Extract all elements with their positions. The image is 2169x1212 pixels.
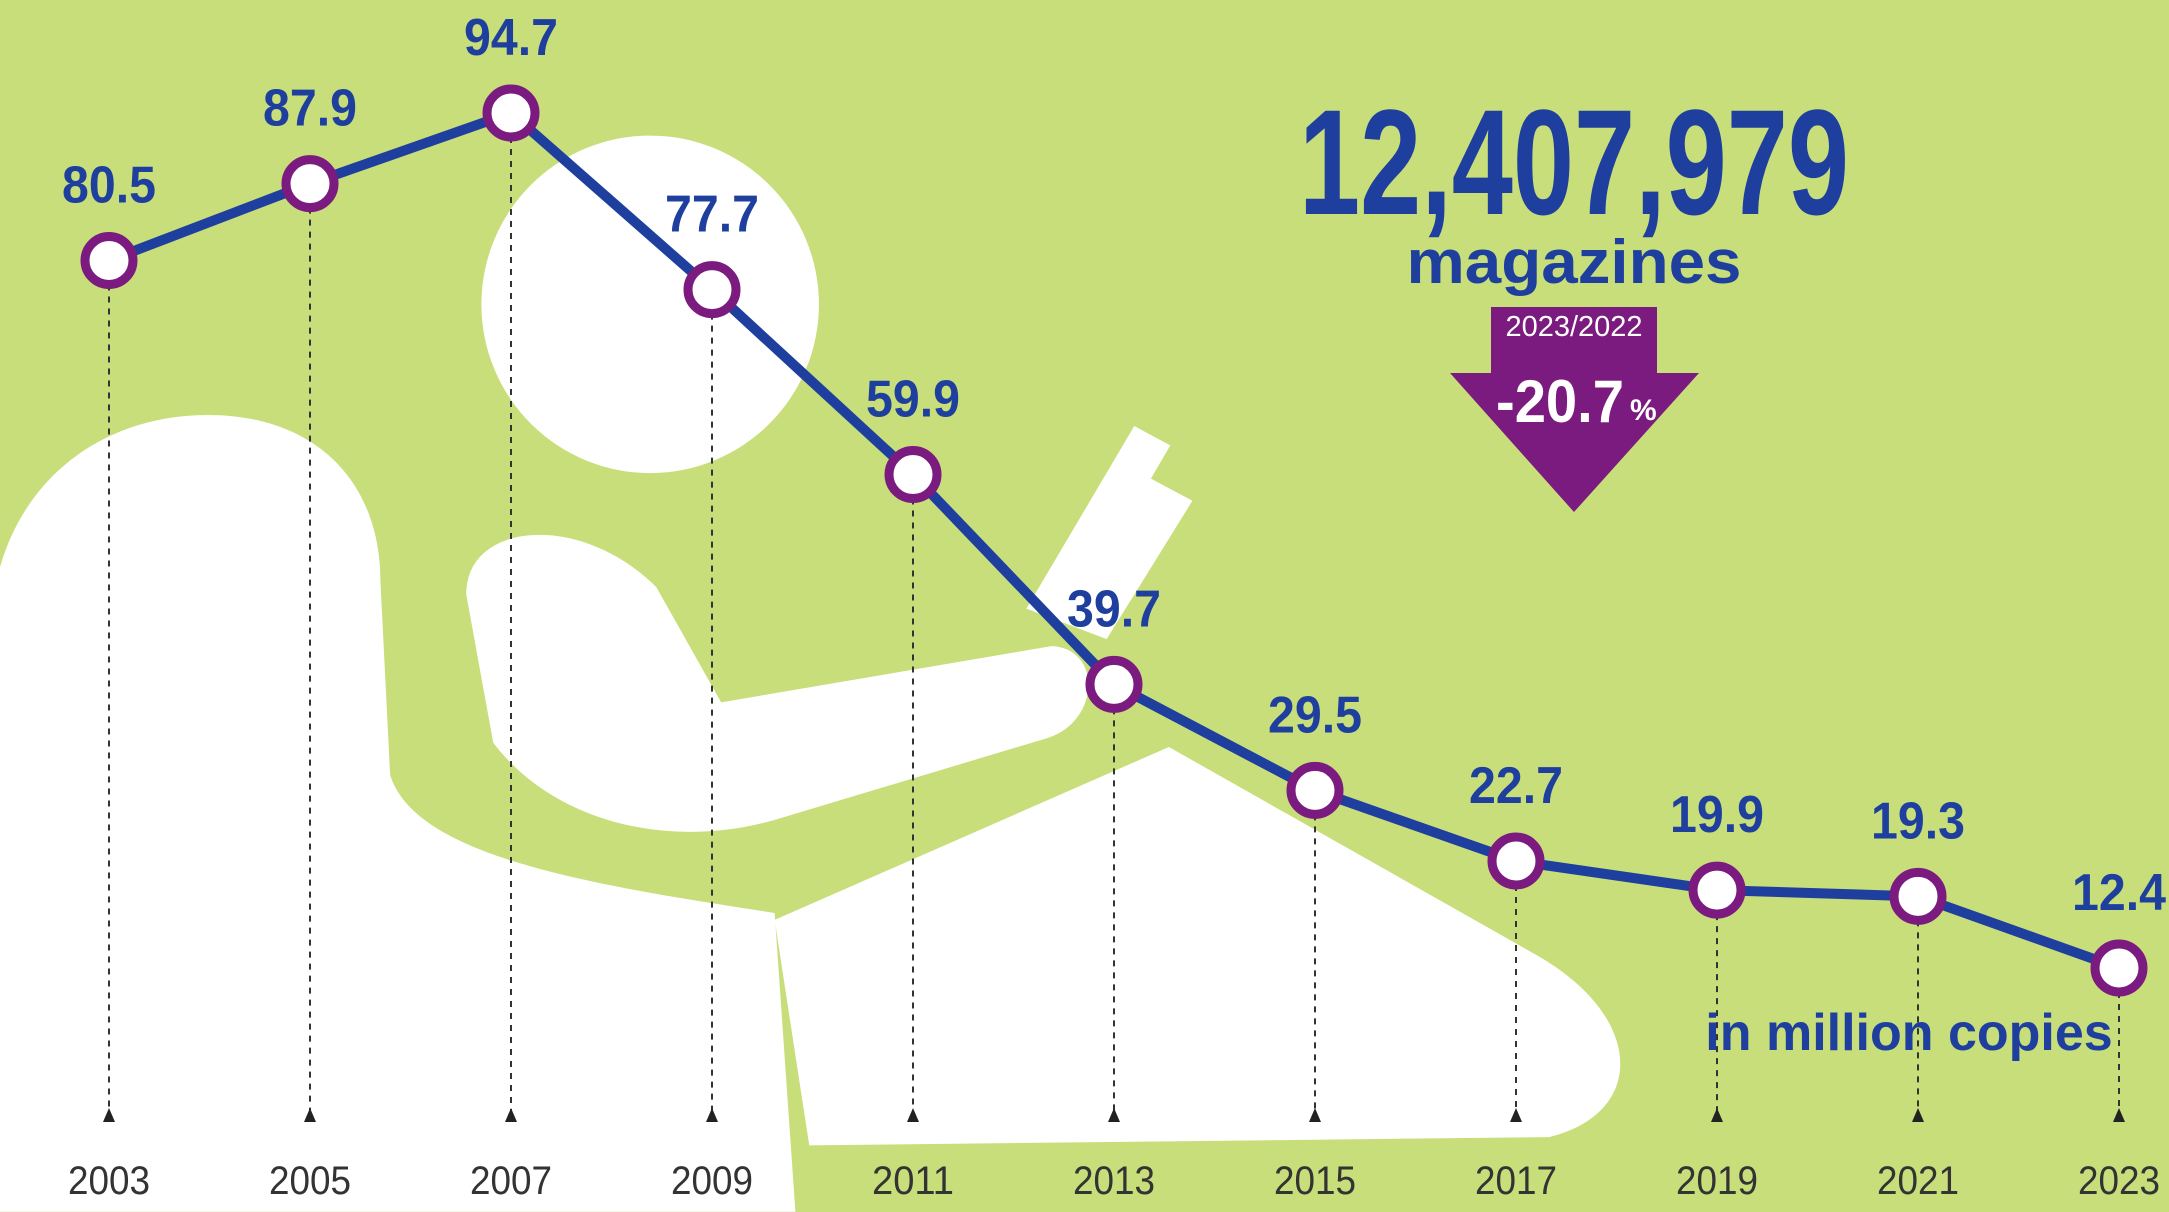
point xyxy=(1085,655,1143,713)
total-value: 12,407,979 xyxy=(1299,78,1849,246)
change-period: 2023/2022 xyxy=(1505,311,1642,343)
x-tick-label: 2023 xyxy=(2078,1159,2160,1203)
x-tick-label: 2019 xyxy=(1676,1159,1758,1203)
point xyxy=(1487,832,1545,890)
point xyxy=(1889,867,1947,925)
x-tick-label: 2013 xyxy=(1073,1159,1155,1203)
point xyxy=(1688,861,1746,919)
x-tick-label: 2009 xyxy=(671,1159,753,1203)
drop-arrow xyxy=(907,1108,919,1122)
x-tick-label: 2021 xyxy=(1877,1159,1959,1203)
figure-leg xyxy=(774,746,1621,1146)
change-arrow xyxy=(1450,307,1699,512)
point xyxy=(482,84,540,142)
x-tick-label: 2017 xyxy=(1475,1159,1557,1203)
change-unit: % xyxy=(1630,394,1657,427)
figure-head xyxy=(481,135,819,474)
total-unit: magazines xyxy=(1407,228,1742,297)
x-tick-label: 2011 xyxy=(872,1159,954,1203)
drop-lines xyxy=(103,113,2125,1122)
value-label: 19.9 xyxy=(1670,786,1764,844)
value-label: 29.5 xyxy=(1268,686,1362,744)
x-tick-label: 2015 xyxy=(1274,1159,1356,1203)
point xyxy=(80,232,138,290)
change-value: -20.7 xyxy=(1496,368,1624,435)
point xyxy=(2090,939,2148,997)
drop-arrow xyxy=(505,1108,517,1122)
drop-arrow xyxy=(2113,1108,2125,1122)
unit-note: in million copies xyxy=(1705,1004,2112,1062)
drop-arrow xyxy=(1510,1108,1522,1122)
reader-figure xyxy=(0,135,1621,1212)
value-label: 59.9 xyxy=(866,371,960,429)
x-tick-label: 2007 xyxy=(470,1159,552,1203)
value-label: 77.7 xyxy=(665,186,759,244)
point xyxy=(1286,761,1344,819)
drop-arrow xyxy=(304,1108,316,1122)
drop-arrow xyxy=(103,1108,115,1122)
drop-arrow xyxy=(1912,1108,1924,1122)
x-tick-label: 2005 xyxy=(269,1159,351,1203)
value-label: 39.7 xyxy=(1067,580,1161,638)
value-label: 12.4 xyxy=(2072,864,2166,922)
drop-arrow xyxy=(1711,1108,1723,1122)
x-tick-label: 2003 xyxy=(68,1159,150,1203)
point xyxy=(281,155,339,213)
plot: 2003 2005 2007 2009 2011 2013 2015 2017 2019 2021… xyxy=(62,9,2166,1203)
value-label: 87.9 xyxy=(263,80,357,138)
drop-arrow xyxy=(1108,1108,1120,1122)
point xyxy=(683,261,741,319)
value-label: 94.7 xyxy=(464,9,558,67)
drop-arrow xyxy=(706,1108,718,1122)
point xyxy=(884,446,942,504)
figure-book xyxy=(1026,426,1193,640)
value-label: 22.7 xyxy=(1469,757,1563,815)
figure-torso xyxy=(0,414,796,1212)
drop-arrow xyxy=(1309,1108,1321,1122)
value-label: 80.5 xyxy=(62,157,156,215)
value-label: 19.3 xyxy=(1871,792,1965,850)
